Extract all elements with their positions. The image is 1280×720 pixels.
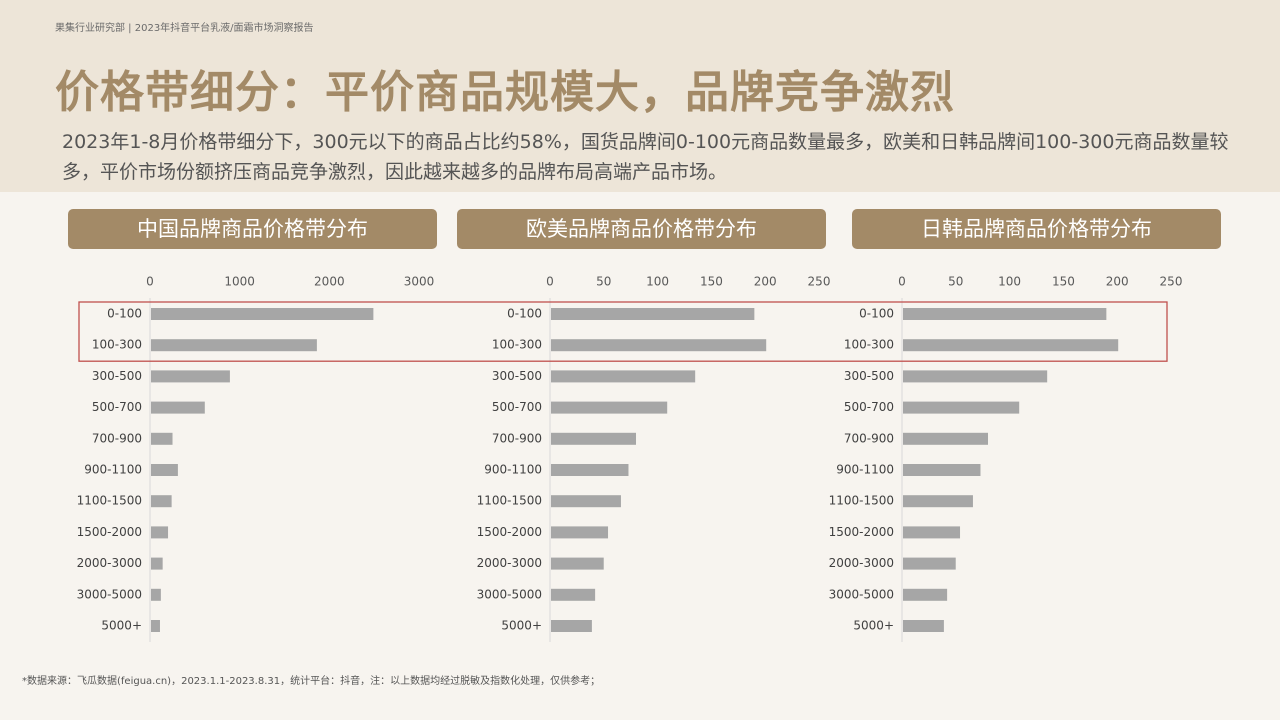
- category-label: 300-500: [844, 369, 894, 383]
- bar: [151, 339, 317, 352]
- category-label: 700-900: [492, 431, 542, 445]
- bar: [151, 588, 161, 601]
- bar: [903, 588, 948, 601]
- bar: [151, 401, 205, 414]
- breadcrumb: 果集行业研究部 | 2023年抖音平台乳液/面霜市场洞察报告: [55, 23, 314, 34]
- category-label: 100-300: [492, 338, 542, 352]
- category-label: 0-100: [107, 307, 142, 321]
- category-label: 3000-5000: [829, 587, 894, 601]
- x-tick-label: 50: [596, 275, 611, 289]
- bar: [151, 464, 178, 476]
- category-label: 2000-3000: [77, 556, 142, 570]
- bar: [903, 432, 989, 445]
- bar: [903, 620, 944, 632]
- bar: [151, 495, 172, 508]
- bar: [903, 464, 981, 476]
- x-tick-label: 250: [1160, 275, 1183, 289]
- category-label: 900-1100: [84, 463, 142, 477]
- category-label: 1500-2000: [77, 525, 142, 539]
- x-tick-label: 250: [808, 275, 831, 289]
- header-band: [0, 0, 1280, 192]
- bar: [903, 370, 1048, 383]
- highlight-box: [78, 301, 1168, 362]
- x-tick-label: 200: [1106, 275, 1129, 289]
- bar: [551, 526, 609, 539]
- bar: [551, 432, 637, 445]
- category-label: 100-300: [92, 338, 142, 352]
- category-label: 1100-1500: [829, 494, 894, 508]
- bar: [551, 620, 592, 632]
- bar: [903, 495, 973, 508]
- x-tick-label: 150: [700, 275, 723, 289]
- bar: [551, 370, 696, 383]
- category-label: 5000+: [853, 619, 894, 633]
- bar: [903, 557, 956, 570]
- chart-title-japan-korea: 日韩品牌商品价格带分布: [852, 209, 1221, 249]
- bar: [903, 339, 1119, 352]
- category-label: 1100-1500: [77, 494, 142, 508]
- bar: [551, 495, 621, 508]
- bar: [551, 308, 755, 320]
- bar: [551, 588, 596, 601]
- x-tick-label: 0: [898, 275, 906, 289]
- page-subtitle: 2023年1-8月价格带细分下，300元以下的商品占比约58%，国货品牌间0-1…: [62, 131, 1229, 183]
- category-label: 500-700: [492, 400, 542, 414]
- bar: [151, 557, 163, 570]
- x-tick-label: 100: [646, 275, 669, 289]
- category-label: 500-700: [844, 400, 894, 414]
- category-label: 5000+: [101, 619, 142, 633]
- category-label: 300-500: [92, 369, 142, 383]
- category-label: 700-900: [844, 431, 894, 445]
- x-tick-label: 100: [998, 275, 1021, 289]
- category-label: 3000-5000: [477, 587, 542, 601]
- bar: [151, 620, 160, 632]
- category-label: 900-1100: [836, 463, 894, 477]
- category-label: 300-500: [492, 369, 542, 383]
- footnote: *数据来源：飞瓜数据(feigua.cn)，2023.1.1-2023.8.31…: [22, 676, 601, 687]
- category-label: 500-700: [92, 400, 142, 414]
- x-tick-label: 200: [754, 275, 777, 289]
- bar: [151, 308, 374, 320]
- chart-title-western: 欧美品牌商品价格带分布: [457, 209, 826, 249]
- chart-title-china: 中国品牌商品价格带分布: [68, 209, 437, 249]
- page-title: 价格带细分：平价商品规模大，品牌竞争激烈: [55, 67, 955, 118]
- bar: [151, 370, 230, 383]
- category-label: 1500-2000: [829, 525, 894, 539]
- category-label: 3000-5000: [77, 587, 142, 601]
- bar: [151, 432, 173, 445]
- bar: [551, 557, 604, 570]
- bar: [551, 464, 629, 476]
- category-label: 1500-2000: [477, 525, 542, 539]
- bar: [903, 308, 1107, 320]
- x-tick-label: 0: [546, 275, 554, 289]
- bar: [551, 401, 668, 414]
- bar: [903, 526, 961, 539]
- category-label: 700-900: [92, 431, 142, 445]
- category-label: 2000-3000: [829, 556, 894, 570]
- bar: [551, 339, 767, 352]
- category-label: 2000-3000: [477, 556, 542, 570]
- x-tick-label: 0: [146, 275, 154, 289]
- category-label: 100-300: [844, 338, 894, 352]
- x-tick-label: 3000: [404, 275, 435, 289]
- x-tick-label: 50: [948, 275, 963, 289]
- x-tick-label: 2000: [314, 275, 345, 289]
- bar: [903, 401, 1020, 414]
- category-label: 0-100: [859, 307, 894, 321]
- category-label: 1100-1500: [477, 494, 542, 508]
- category-label: 900-1100: [484, 463, 542, 477]
- category-label: 0-100: [507, 307, 542, 321]
- x-tick-label: 150: [1052, 275, 1075, 289]
- category-label: 5000+: [501, 619, 542, 633]
- x-tick-label: 1000: [224, 275, 255, 289]
- bar: [151, 526, 169, 539]
